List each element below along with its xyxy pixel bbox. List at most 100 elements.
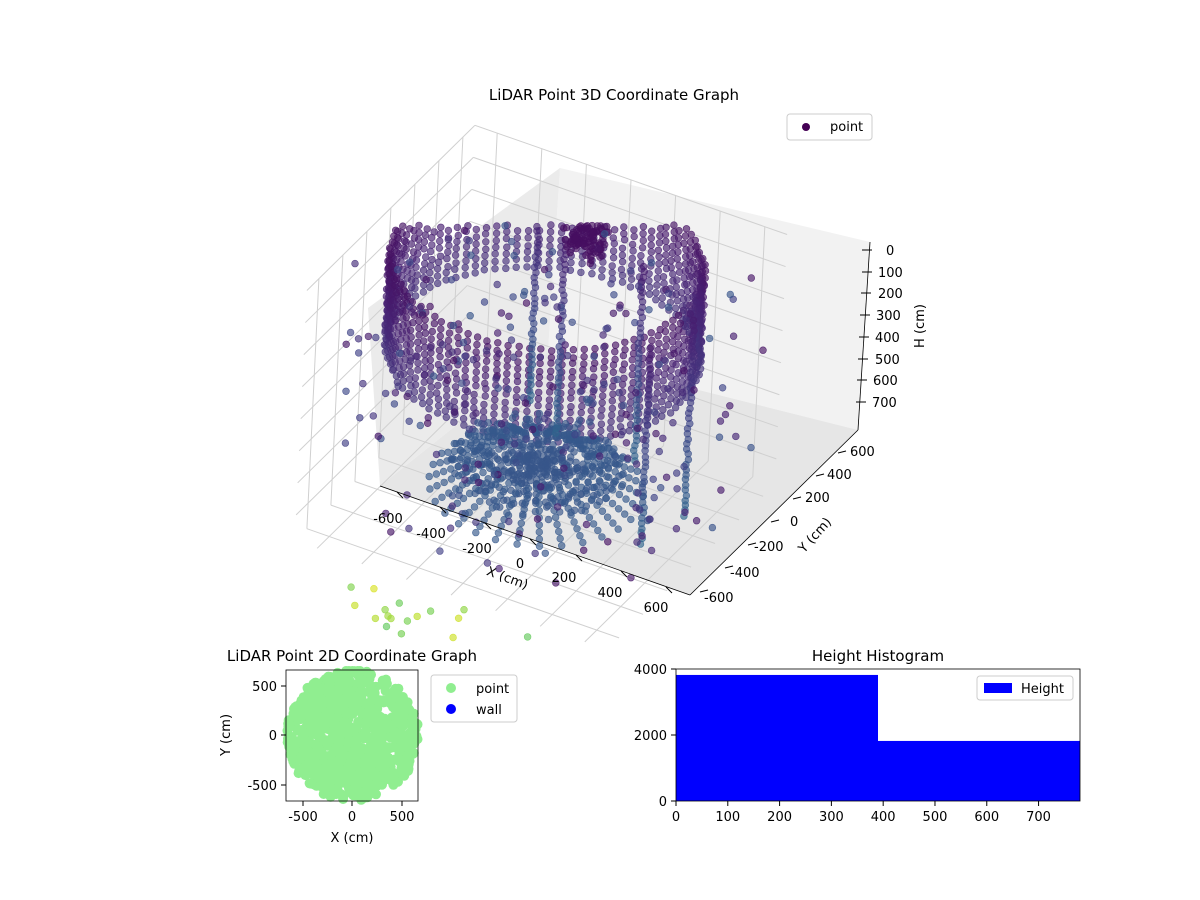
cloud-point: [491, 265, 499, 273]
cloud-point: [505, 517, 513, 526]
cloud-point: [602, 481, 610, 489]
legend-3d-marker: [802, 123, 810, 131]
cloud-point: [553, 303, 561, 311]
cloud-point: [514, 350, 523, 358]
cloud-point: [506, 502, 514, 510]
cloud-point: [453, 223, 462, 232]
cloud-point: [472, 382, 480, 390]
cloud-point: [521, 399, 530, 407]
cloud-point: [581, 507, 589, 515]
cloud-point: [560, 464, 568, 472]
cloud-point: [600, 343, 608, 351]
z-ticks: 0 100 200 300 400 500 600 700: [856, 244, 903, 411]
cloud-point: [610, 226, 619, 234]
cloud-point: [546, 367, 555, 375]
cloud-point: [482, 357, 491, 365]
cloud-point: [441, 509, 449, 517]
cloud-point: [598, 406, 606, 414]
point-2d: [385, 732, 396, 743]
cloud-point: [591, 344, 599, 353]
cloud-point: [661, 357, 669, 365]
point-2d: [335, 737, 346, 747]
cloud-point: [620, 374, 628, 382]
cloud-point: [384, 612, 392, 620]
cloud-point: [616, 415, 624, 423]
cloud-point: [561, 497, 569, 506]
cloud-point: [578, 372, 587, 381]
z-tick-label: 100: [878, 266, 903, 281]
cloud-point: [645, 354, 654, 363]
cloud-point: [582, 395, 591, 403]
chart-2d-title: LiDAR Point 2D Coordinate Graph: [227, 647, 477, 665]
cloud-point: [672, 361, 680, 369]
cloud-point: [430, 372, 438, 380]
cloud-point: [474, 460, 482, 468]
cloud-point: [446, 524, 455, 532]
cloud-point: [611, 468, 619, 476]
x-tick-label: -400: [416, 527, 446, 542]
cloud-point: [585, 513, 594, 522]
cloud-point: [661, 258, 669, 266]
cloud-point: [502, 257, 510, 265]
cloud-point: [382, 509, 390, 518]
cloud-point: [474, 478, 483, 487]
cloud-point: [607, 280, 615, 288]
cloud-point: [717, 486, 725, 494]
point-2d: [352, 740, 363, 751]
point-2d: [362, 668, 373, 678]
cloud-point: [558, 490, 567, 499]
cloud-point: [598, 533, 606, 541]
cloud-point: [526, 442, 535, 451]
cloud-point: [511, 489, 520, 497]
cloud-point: [514, 364, 522, 373]
point-2d: [334, 685, 345, 696]
cloud-point: [671, 304, 680, 312]
cloud-point: [573, 494, 581, 502]
cloud-point: [435, 244, 444, 252]
cloud-point: [413, 612, 421, 621]
histogram-bar: [676, 674, 878, 801]
cloud-point: [645, 290, 654, 298]
cloud-point: [638, 244, 647, 252]
cloud-point: [550, 293, 558, 301]
cloud-point: [682, 246, 690, 254]
cloud-point: [513, 377, 522, 386]
cloud-point: [523, 407, 531, 416]
cloud-point: [620, 230, 628, 238]
cloud-point: [519, 291, 528, 299]
cloud-point: [491, 480, 500, 489]
cloud-point: [629, 247, 637, 255]
point-2d: [306, 700, 317, 711]
cloud-point: [403, 617, 412, 625]
cloud-point: [678, 388, 687, 397]
cloud-point: [697, 352, 705, 361]
point-2d: [388, 742, 399, 753]
cloud-point: [625, 427, 633, 435]
cloud-point: [460, 226, 469, 235]
cloud-point: [583, 376, 591, 385]
cloud-point: [587, 406, 595, 415]
cloud-point: [672, 469, 681, 477]
cloud-point: [504, 349, 512, 357]
cloud-point: [430, 319, 439, 328]
y-ticks-2d: 500 0 -500: [247, 680, 286, 794]
cloud-point: [490, 470, 499, 479]
hist-y-tick-label: 0: [659, 795, 667, 810]
cloud-point: [667, 366, 675, 374]
point-2d: [282, 725, 293, 736]
cloud-point: [455, 491, 463, 500]
cloud-point: [625, 484, 634, 493]
cloud-point: [469, 465, 477, 473]
cloud-point: [619, 366, 627, 374]
cloud-point: [598, 399, 606, 407]
point-2d: [339, 716, 350, 727]
cloud-point: [420, 337, 428, 345]
cloud-point: [521, 420, 530, 428]
cloud-point: [566, 408, 574, 417]
cloud-point: [490, 403, 498, 411]
cloud-point: [608, 268, 616, 277]
point-2d: [338, 794, 349, 804]
point-2d: [304, 778, 315, 789]
cloud-point: [351, 259, 359, 268]
x2d-tick-label: 0: [348, 810, 356, 825]
